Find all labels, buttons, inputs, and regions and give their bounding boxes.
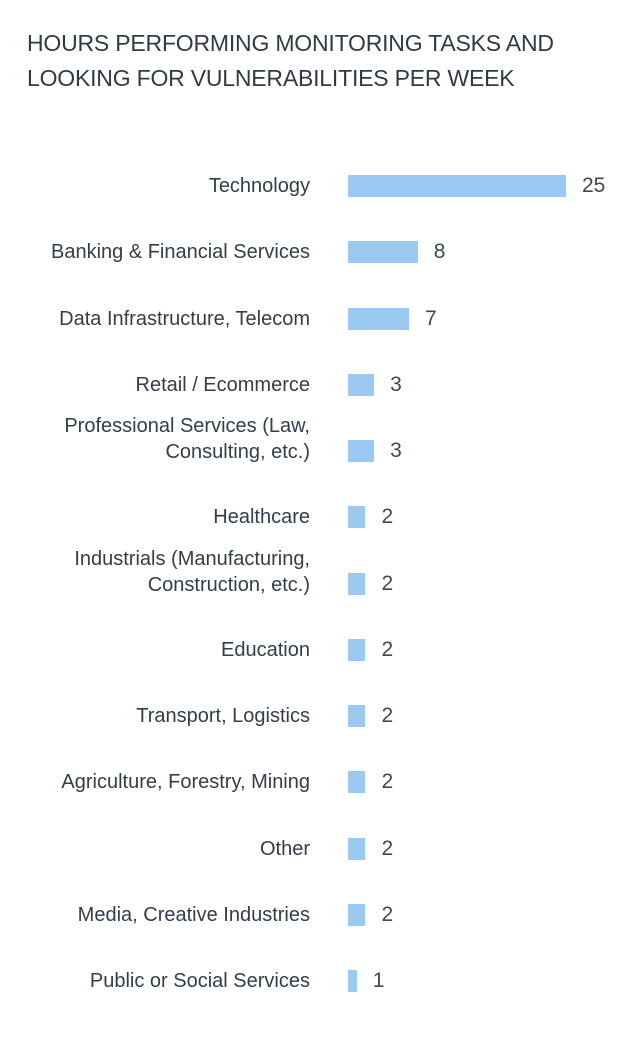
bar-area: 2: [348, 638, 393, 662]
bar-area: 1: [348, 969, 384, 993]
chart-row: Industrials (Manufacturing, Construction…: [0, 548, 640, 617]
chart-row: Media, Creative Industries 2: [0, 882, 640, 948]
chart-row: Other 2: [0, 816, 640, 882]
bar-area: 2: [348, 704, 393, 728]
value-label: 2: [381, 505, 394, 529]
bar: [348, 506, 366, 529]
bar: [348, 572, 366, 595]
bar: [348, 373, 375, 396]
category-label: Healthcare: [213, 506, 310, 529]
bar-area: 2: [348, 837, 393, 861]
chart-row: Banking & Financial Services 8: [0, 219, 640, 285]
chart-title: HOURS PERFORMING MONITORING TASKS AND LO…: [27, 26, 627, 96]
category-label: Data Infrastructure, Telecom: [59, 307, 310, 330]
bar-area: 2: [348, 505, 393, 529]
bar-area: 2: [348, 770, 393, 794]
chart-row: Transport, Logistics 2: [0, 683, 640, 749]
value-label: 3: [390, 372, 402, 396]
value-label: 2: [381, 770, 394, 794]
chart-row: Retail / Ecommerce 3: [0, 352, 640, 418]
bar-area: 3: [348, 373, 402, 397]
value-label: 2: [381, 637, 394, 661]
category-label: Public or Social Services: [89, 970, 310, 993]
category-label: Agriculture, Forestry, Mining: [61, 771, 310, 794]
value-label: 2: [381, 902, 394, 926]
page: HOURS PERFORMING MONITORING TASKS AND LO…: [0, 26, 640, 1045]
bar: [348, 307, 410, 330]
value-label: 1: [372, 969, 385, 993]
bar-area: 8: [348, 240, 445, 264]
category-label: Retail / Ecommerce: [135, 373, 311, 396]
value-label: 8: [433, 240, 446, 264]
bar-area: 7: [348, 307, 437, 331]
bar: [348, 705, 366, 728]
category-label: Technology: [208, 175, 310, 198]
category-label: Professional Services (Law, Consulting, …: [64, 415, 310, 464]
bar: [348, 903, 366, 926]
category-label: Media, Creative Industries: [77, 903, 310, 926]
chart-row: Healthcare 2: [0, 484, 640, 550]
value-label: 2: [381, 571, 394, 595]
category-label: Banking & Financial Services: [50, 241, 310, 264]
bar: [348, 837, 366, 860]
chart-row: Data Infrastructure, Telecom 7: [0, 286, 640, 352]
bar: [348, 970, 357, 993]
category-label: Transport, Logistics: [136, 705, 310, 728]
bar: [348, 771, 366, 794]
bar-area: 3: [348, 439, 402, 463]
chart-row: Professional Services (Law, Consulting, …: [0, 415, 640, 484]
bar-area: 25: [348, 174, 605, 198]
bar: [348, 440, 375, 463]
bar-area: 2: [348, 572, 393, 596]
category-label: Industrials (Manufacturing, Construction…: [74, 547, 310, 596]
value-label: 2: [381, 836, 394, 860]
value-label: 2: [381, 704, 394, 728]
chart-row: Public or Social Services 1: [0, 948, 640, 1014]
bar-chart: Technology 25 Banking & Financial Servic…: [0, 153, 640, 1014]
bar: [348, 638, 366, 661]
value-label: 7: [425, 306, 437, 330]
bar: [348, 175, 566, 198]
value-label: 25: [582, 174, 606, 198]
category-label: Other: [259, 837, 310, 860]
chart-row: Technology 25: [0, 153, 640, 219]
chart-title-line-2: LOOKING FOR VULNERABILITIES PER WEEK: [27, 65, 515, 91]
chart-title-line-1: HOURS PERFORMING MONITORING TASKS AND: [27, 30, 554, 56]
bar: [348, 241, 418, 264]
category-label: Education: [221, 638, 310, 661]
bar-area: 2: [348, 903, 393, 927]
chart-row: Education 2: [0, 617, 640, 683]
value-label: 3: [390, 439, 402, 463]
chart-row: Agriculture, Forestry, Mining 2: [0, 749, 640, 815]
